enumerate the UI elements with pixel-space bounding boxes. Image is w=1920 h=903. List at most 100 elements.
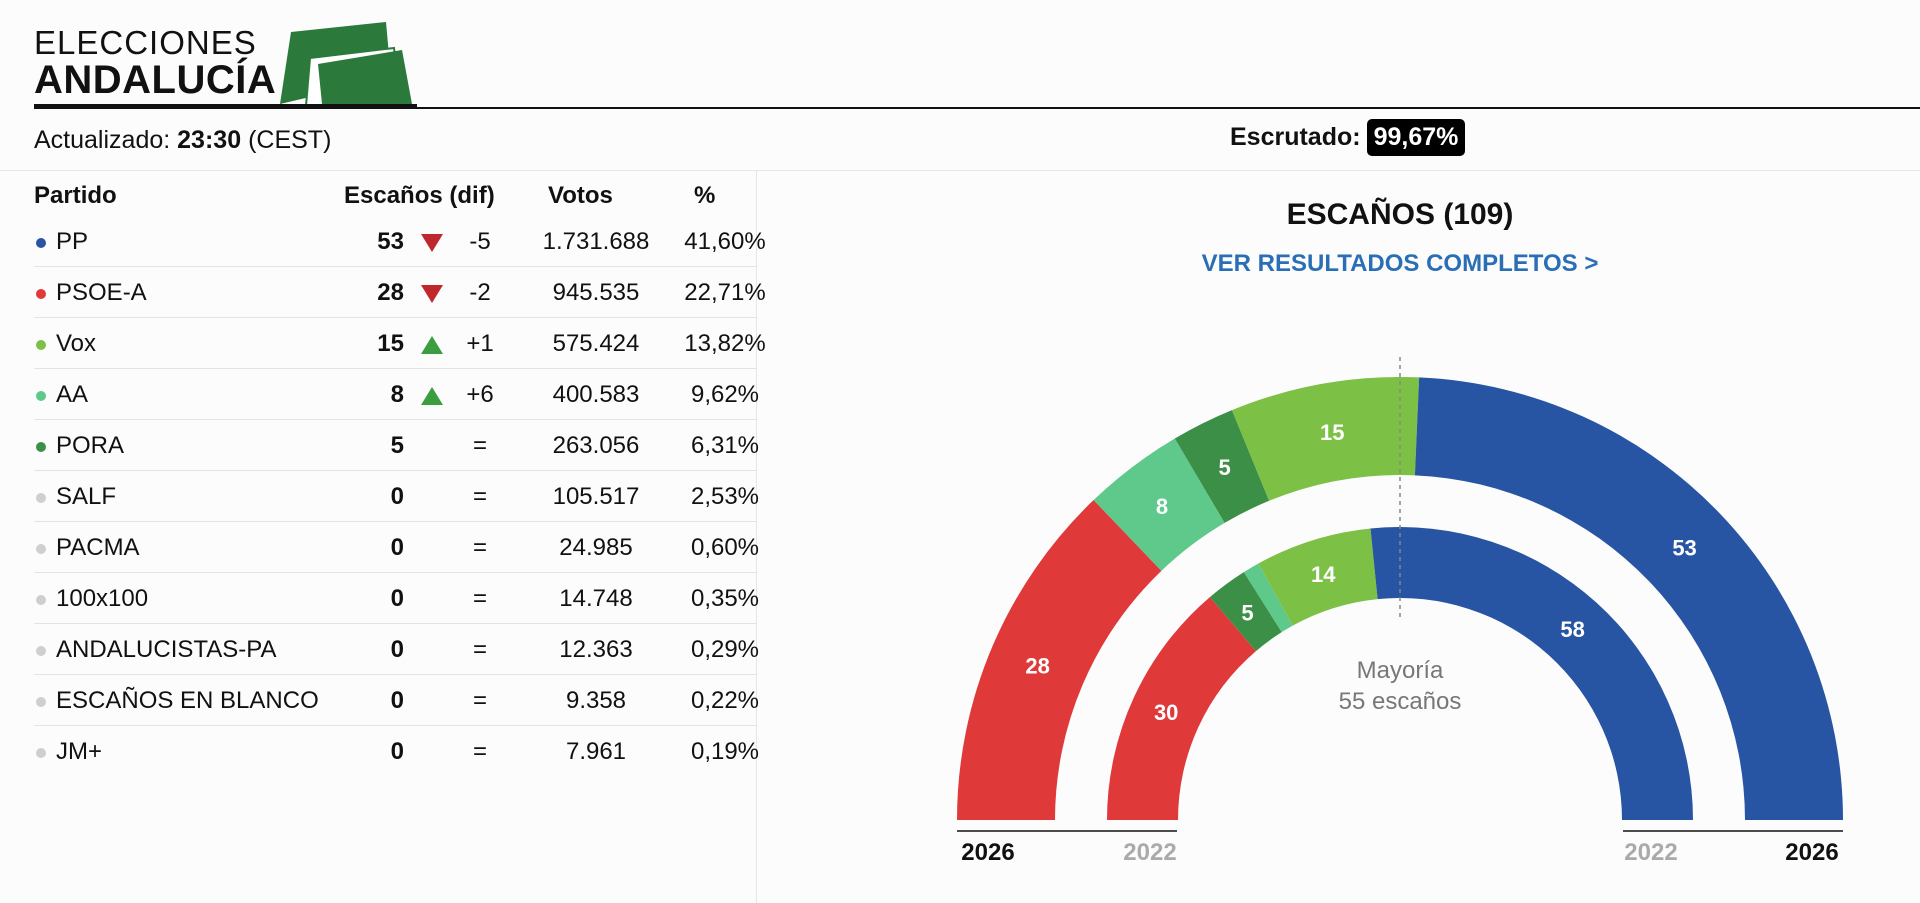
party-pct: 0,19% xyxy=(690,738,760,765)
party-seats: 0 xyxy=(390,585,404,612)
table-row: AA 8 +6 400.583 9,62% xyxy=(34,368,759,419)
party-name: ESCAÑOS EN BLANCO xyxy=(56,687,319,714)
party-pct: 0,60% xyxy=(690,534,760,561)
party-dot xyxy=(36,391,46,401)
seat-arc-2022-aa xyxy=(1243,563,1293,633)
party-seats: 0 xyxy=(390,636,404,663)
party-pct: 13,82% xyxy=(684,330,766,357)
party-pct: 9,62% xyxy=(690,381,760,408)
party-name: JM+ xyxy=(56,738,103,765)
hemicycle-chart: 28 8 5 15 53 30 5 14 58 Mayoría 55 escaños 2026 2022… xyxy=(957,357,1843,866)
table-row: ANDALUCISTAS-PA 0 = 12.363 0,29% xyxy=(34,623,759,674)
table-row: SALF 0 = 105.517 2,53% xyxy=(34,470,759,521)
scrutiny-badge: 99,67% xyxy=(1366,119,1466,156)
ballot-logo-icon xyxy=(280,22,412,108)
chart-title: ESCAÑOS (109) xyxy=(1286,198,1514,231)
table-row: PORA 5 = 263.056 6,31% xyxy=(34,419,759,470)
header: ELECCIONES ANDALUCÍA xyxy=(0,0,1920,110)
party-pct: 6,31% xyxy=(690,432,760,459)
party-dot xyxy=(36,697,46,707)
seat-arc-2026-psoe-a xyxy=(957,500,1162,820)
logo[interactable]: ELECCIONES ANDALUCÍA xyxy=(34,22,419,108)
party-seats: 0 xyxy=(390,687,404,714)
party-name: PORA xyxy=(56,432,125,459)
party-dot xyxy=(36,289,46,299)
party-seats: 0 xyxy=(390,534,404,561)
party-dot xyxy=(36,646,46,656)
party-votes: 400.583 xyxy=(552,381,640,408)
table-row: PSOE-A 28 -2 945.535 22,71% xyxy=(34,266,766,317)
scrutiny-label: Escrutado: xyxy=(1230,123,1361,151)
party-seat-diff: -5 xyxy=(469,228,491,255)
party-seat-diff: = xyxy=(472,534,487,561)
party-name: Vox xyxy=(56,330,97,357)
party-seats: 0 xyxy=(390,738,404,765)
section-divider xyxy=(0,170,1920,171)
seat-label: 53 xyxy=(1672,535,1696,560)
full-results-link[interactable]: VER RESULTADOS COMPLETOS > xyxy=(1201,250,1599,277)
party-seats: 5 xyxy=(390,432,404,459)
scrutiny-status: Escrutado: 99,67% xyxy=(1230,119,1466,156)
table-row: JM+ 0 = 7.961 0,19% xyxy=(34,725,759,776)
arrow-up-icon xyxy=(414,333,450,361)
party-seat-diff: = xyxy=(472,483,487,510)
party-seat-diff: = xyxy=(472,585,487,612)
year-label: 2026 xyxy=(1785,839,1838,866)
party-dot xyxy=(36,340,46,350)
table-row: ESCAÑOS EN BLANCO 0 = 9.358 0,22% xyxy=(34,674,759,725)
party-dot xyxy=(36,493,46,503)
party-dot xyxy=(36,595,46,605)
party-votes: 14.748 xyxy=(559,585,633,612)
seat-label: 15 xyxy=(1320,420,1344,445)
majority-label: Mayoría xyxy=(1357,657,1444,684)
seat-arc-2022-vox xyxy=(1258,528,1378,626)
col-pct: % xyxy=(694,182,716,209)
party-seat-diff: = xyxy=(472,687,487,714)
updated-time: Actualizado: 23:30 (CEST) xyxy=(34,126,332,154)
party-seat-diff: = xyxy=(472,432,487,459)
results-table: Partido Escaños (dif) Votos % PP 53 -5 1.73… xyxy=(34,178,766,776)
party-votes: 1.731.688 xyxy=(542,228,650,255)
party-name: 100x100 xyxy=(56,585,149,612)
party-pct: 0,29% xyxy=(690,636,760,663)
table-header: Partido Escaños (dif) Votos % xyxy=(34,178,756,216)
col-party: Partido xyxy=(34,182,117,209)
party-seats: 15 xyxy=(377,330,404,357)
party-votes: 24.985 xyxy=(559,534,633,561)
arrow-down-icon xyxy=(414,231,450,259)
party-pct: 2,53% xyxy=(690,483,760,510)
column-divider xyxy=(756,171,757,903)
party-votes: 12.363 xyxy=(559,636,633,663)
party-seat-diff: = xyxy=(472,636,487,663)
party-votes: 105.517 xyxy=(552,483,640,510)
party-seats: 0 xyxy=(390,483,404,510)
party-name: SALF xyxy=(56,483,117,510)
party-seat-diff: = xyxy=(472,738,487,765)
seat-label: 5 xyxy=(1241,601,1253,626)
year-label: 2022 xyxy=(1624,839,1677,866)
seat-arc-2026-pora xyxy=(1174,410,1270,523)
party-name: PSOE-A xyxy=(56,279,147,306)
seat-arc-2022-pora xyxy=(1209,572,1282,652)
party-votes: 7.961 xyxy=(565,738,627,765)
party-seats: 28 xyxy=(377,279,404,306)
year-label: 2026 xyxy=(961,839,1014,866)
seat-arc-2022-psoe-a xyxy=(1107,597,1256,820)
party-votes: 263.056 xyxy=(552,432,640,459)
party-seat-diff: -2 xyxy=(469,279,491,306)
seat-label: 28 xyxy=(1025,653,1049,678)
table-row: Vox 15 +1 575.424 13,82% xyxy=(34,317,766,368)
logo-title-bottom: ANDALUCÍA xyxy=(34,58,277,102)
seat-arc-2026-vox xyxy=(1231,377,1420,501)
table-row: PACMA 0 = 24.985 0,60% xyxy=(34,521,759,572)
party-pct: 0,35% xyxy=(690,585,760,612)
seat-label: 5 xyxy=(1219,455,1231,480)
party-seats: 53 xyxy=(377,228,404,255)
party-pct: 0,22% xyxy=(690,687,760,714)
party-pct: 22,71% xyxy=(684,279,766,306)
seat-label: 30 xyxy=(1154,700,1178,725)
seat-label: 14 xyxy=(1311,562,1336,587)
party-dot xyxy=(36,748,46,758)
party-name: PACMA xyxy=(56,534,140,561)
seat-arc-2022-pp xyxy=(1370,527,1693,820)
